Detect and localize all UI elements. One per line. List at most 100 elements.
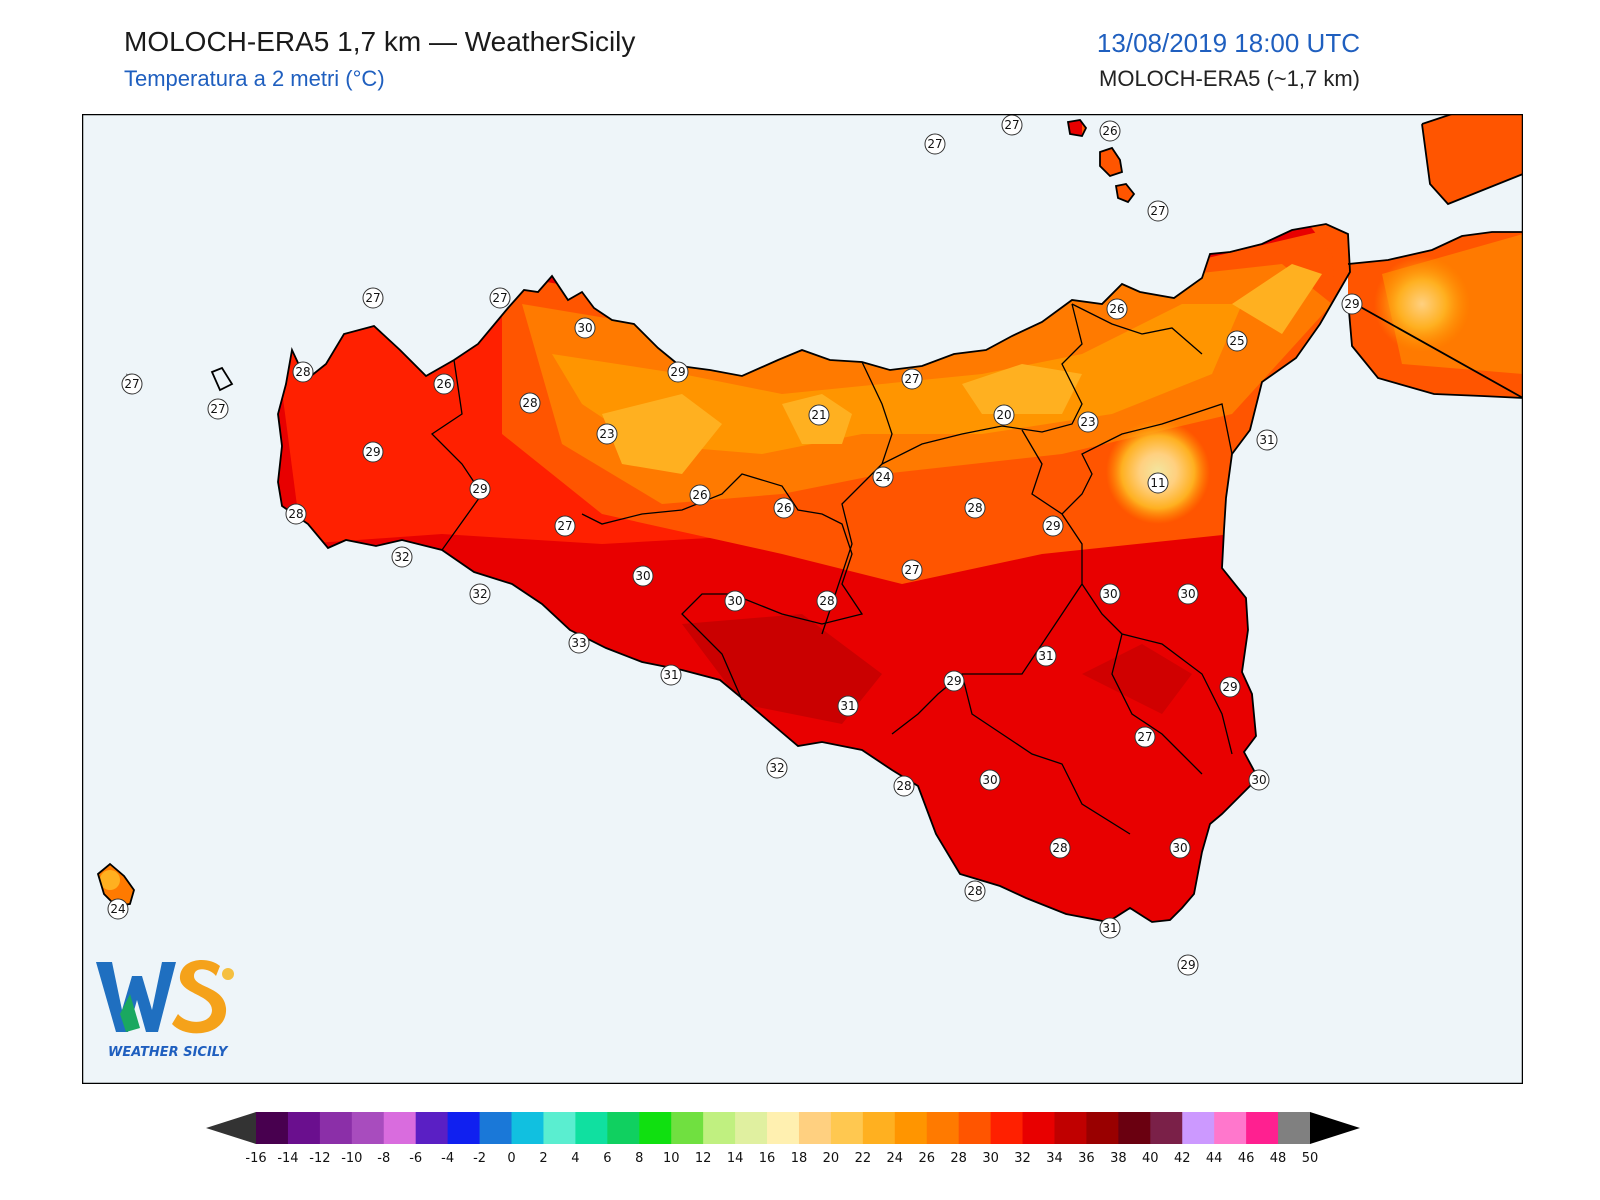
temp-value: 20 <box>996 408 1011 422</box>
map-subtitle: Temperatura a 2 metri (°C) <box>124 66 385 91</box>
colorbar-tick-label: 0 <box>507 1151 515 1166</box>
colorbar-tick-label: 8 <box>635 1151 643 1166</box>
temp-value: 32 <box>769 761 784 775</box>
colorbar-segment <box>798 1112 832 1144</box>
colorbar-tick-label: 42 <box>1174 1151 1191 1166</box>
colorbar-segment <box>926 1112 960 1144</box>
colorbar-tick-label: -8 <box>377 1151 390 1166</box>
temp-label: 30 <box>1177 583 1199 605</box>
colorbar-under-arrow <box>206 1112 256 1144</box>
temp-value: 28 <box>522 396 537 410</box>
temp-label: 27 <box>121 373 143 395</box>
temp-label: 27 <box>1134 726 1156 748</box>
temp-label: 23 <box>596 423 618 445</box>
temp-label: 27 <box>901 559 923 581</box>
temp-label: 30 <box>632 565 654 587</box>
temp-label: 31 <box>1035 645 1057 667</box>
colorbar-segment <box>735 1112 768 1144</box>
colorbar-tick-label: -6 <box>409 1151 422 1166</box>
temp-value: 31 <box>1102 921 1117 935</box>
temp-value: 28 <box>295 365 310 379</box>
temp-value: 23 <box>1080 415 1095 429</box>
temp-label: 29 <box>1219 676 1241 698</box>
temp-label: 32 <box>391 546 413 568</box>
colorbar-segment <box>1182 1112 1215 1144</box>
temp-label: 27 <box>1001 114 1023 136</box>
colorbar-tick-label: 22 <box>855 1151 872 1166</box>
map-panel[interactable]: 27 27 26 27 27 27 30 26 29 25 27 27 28 26 28 29 27 21 20 23… <box>82 114 1523 1084</box>
colorbar-tick-label: 20 <box>823 1151 840 1166</box>
colorbar-tick-label: 2 <box>539 1151 547 1166</box>
temp-value: 26 <box>436 377 451 391</box>
temp-value: 29 <box>670 365 685 379</box>
temp-label: 30 <box>1248 769 1270 791</box>
temp-value: 26 <box>1102 124 1117 138</box>
temp-label: 28 <box>964 880 986 902</box>
colorbar-tick-label: 18 <box>791 1151 808 1166</box>
temp-value: 27 <box>365 291 380 305</box>
colorbar-segment <box>639 1112 672 1144</box>
temp-label: 27 <box>1147 200 1169 222</box>
model-name: MOLOCH-ERA5 (~1,7 km) <box>1099 66 1360 91</box>
temp-value: 27 <box>904 372 919 386</box>
temp-value: 28 <box>288 507 303 521</box>
temp-label: 31 <box>660 664 682 686</box>
temperature-labels: 27 27 26 27 27 27 30 26 29 25 27 27 28 26 28 29 27 21 20 23… <box>107 114 1363 976</box>
temp-label: 28 <box>292 361 314 383</box>
temperature-map[interactable]: 27 27 26 27 27 27 30 26 29 25 27 27 28 26 28 29 27 21 20 23… <box>82 114 1523 1084</box>
colorbar-segment <box>607 1112 640 1144</box>
temp-label: 26 <box>1099 120 1121 142</box>
temp-label: 27 <box>924 133 946 155</box>
temp-label: 30 <box>724 590 746 612</box>
temp-label: 27 <box>554 515 576 537</box>
temp-label: 20 <box>993 404 1015 426</box>
temp-value: 24 <box>110 902 125 916</box>
colorbar-segment <box>830 1112 864 1144</box>
temp-value: 29 <box>1344 297 1359 311</box>
colorbar-tick-label: 4 <box>571 1151 579 1166</box>
colorbar-segment <box>415 1112 449 1144</box>
colorbar-segment <box>703 1112 736 1144</box>
temp-value: 31 <box>1038 649 1053 663</box>
temp-value: 32 <box>472 587 487 601</box>
temp-label: 30 <box>1169 837 1191 859</box>
temp-label: 29 <box>667 361 689 383</box>
temp-value: 31 <box>840 699 855 713</box>
colorbar-segment <box>990 1112 1024 1144</box>
temp-value: 28 <box>819 594 834 608</box>
temp-label: 28 <box>816 590 838 612</box>
temp-value: 27 <box>1150 204 1165 218</box>
temp-label: 28 <box>893 775 915 797</box>
temp-value: 28 <box>1052 841 1067 855</box>
temp-label: 31 <box>1099 917 1121 939</box>
colorbar-tick-label: -2 <box>473 1151 486 1166</box>
temp-value: 28 <box>967 884 982 898</box>
colorbar-segment <box>1118 1112 1151 1144</box>
temp-value: 21 <box>811 408 826 422</box>
temp-value: 30 <box>577 321 592 335</box>
temp-label: 31 <box>1256 429 1278 451</box>
temp-value: 26 <box>692 488 707 502</box>
temp-value: 26 <box>1109 302 1124 316</box>
colorbar-tick-label: 30 <box>982 1151 999 1166</box>
temp-value: 27 <box>1137 730 1152 744</box>
colorbar-over-arrow <box>1310 1112 1360 1144</box>
valid-datetime: 13/08/2019 18:00 UTC <box>1096 28 1360 58</box>
temp-value: 29 <box>1222 680 1237 694</box>
temp-label: 31 <box>837 695 859 717</box>
temp-label: 29 <box>943 670 965 692</box>
colorbar-tick-label: -4 <box>441 1151 454 1166</box>
temp-label: 33 <box>568 632 590 654</box>
temp-value: 25 <box>1229 334 1244 348</box>
colorbar-segment <box>479 1112 513 1144</box>
temp-value: 29 <box>472 482 487 496</box>
logo-text: WEATHER SICILY <box>108 1045 229 1060</box>
temp-label: 11 <box>1147 472 1169 494</box>
temp-label: 26 <box>433 373 455 395</box>
temp-label: 30 <box>1099 583 1121 605</box>
colorbar-tick-label: 12 <box>695 1151 712 1166</box>
temp-value: 27 <box>557 519 572 533</box>
temp-value: 27 <box>492 291 507 305</box>
colorbar-tick-label: 46 <box>1238 1151 1255 1166</box>
temp-label: 30 <box>574 317 596 339</box>
